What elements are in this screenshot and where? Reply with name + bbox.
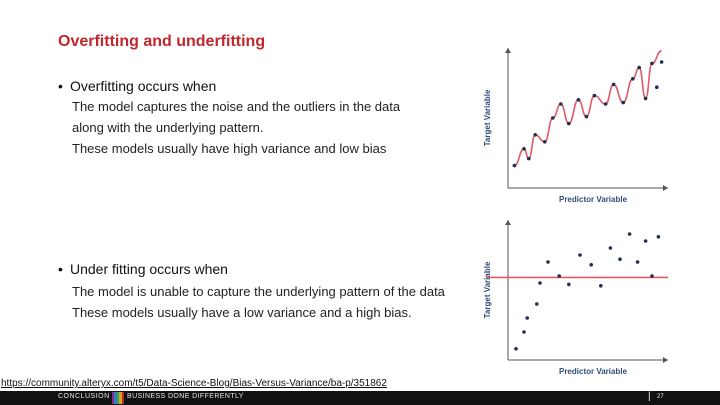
data-point <box>525 316 529 320</box>
brand-stripe <box>112 392 115 404</box>
bullet-icon: • <box>58 78 63 94</box>
data-point <box>631 77 635 81</box>
data-point <box>637 65 641 70</box>
overfit-heading: • Overfitting occurs when <box>58 78 216 94</box>
data-point <box>578 253 582 257</box>
underfit-chart: Predictor Variable Target Variable <box>483 220 668 376</box>
data-point <box>559 102 563 106</box>
data-point <box>621 100 625 105</box>
data-point <box>589 263 593 267</box>
source-link[interactable]: https://community.alteryx.com/t5/Data-Sc… <box>1 378 387 389</box>
data-point <box>635 260 640 264</box>
y-axis-arrow-icon <box>505 48 511 53</box>
slide-title: Overfitting and underfitting <box>58 33 266 50</box>
brand-stripe <box>121 392 125 404</box>
overfit-line: along with the underlying pattern. <box>72 120 264 135</box>
data-point <box>522 147 526 151</box>
data-point <box>576 98 581 102</box>
overfit-line: These models usually have high variance … <box>72 141 387 156</box>
data-point <box>656 235 661 239</box>
brand-stripes-icon <box>112 392 125 404</box>
data-point <box>533 133 537 137</box>
brand-stripe <box>119 392 122 404</box>
data-point <box>592 93 597 98</box>
data-point <box>584 114 589 119</box>
bullet-icon: • <box>58 261 63 277</box>
data-point <box>514 347 518 351</box>
footer-separator: | <box>648 391 651 402</box>
x-axis-arrow-icon <box>663 185 668 191</box>
x-axis-arrow-icon <box>663 357 668 363</box>
underfit-line: These models usually have a low variance… <box>72 305 412 320</box>
data-point <box>546 260 550 264</box>
data-point <box>659 60 664 64</box>
underfit-line: The model is unable to capture the under… <box>72 284 445 299</box>
overfit-line: The model captures the noise and the out… <box>72 99 401 114</box>
data-point <box>522 330 526 334</box>
brand-stripe <box>114 392 117 404</box>
data-point <box>599 284 603 288</box>
underfit-heading: • Under fitting occurs when <box>58 261 228 277</box>
data-point <box>650 61 654 66</box>
data-point <box>538 281 542 285</box>
data-point <box>567 121 571 126</box>
y-axis-label: Target Variable <box>483 89 492 146</box>
overfit-chart: Predictor Variable Target Variable <box>483 48 668 204</box>
y-axis-label: Target Variable <box>483 261 492 318</box>
data-point <box>650 274 654 278</box>
brand-stripe <box>116 392 120 404</box>
y-axis-arrow-icon <box>505 220 511 225</box>
page-number: 27 <box>657 394 664 400</box>
data-point <box>643 96 648 101</box>
data-point <box>557 274 561 278</box>
x-axis-label: Predictor Variable <box>559 367 628 376</box>
footer-bar: CONCLUSION BUSINESS DONE DIFFERENTLY | 2… <box>0 391 720 405</box>
data-point <box>543 140 547 144</box>
overfit-heading-text: Overfitting occurs when <box>70 78 217 94</box>
data-point <box>655 85 659 89</box>
footer-tagline: BUSINESS DONE DIFFERENTLY <box>127 393 244 400</box>
footer-brand: CONCLUSION <box>58 393 110 400</box>
data-point <box>618 257 622 261</box>
data-point <box>603 102 608 106</box>
x-axis-label: Predictor Variable <box>559 195 628 204</box>
data-point <box>527 156 531 161</box>
underfit-heading-text: Under fitting occurs when <box>70 261 228 277</box>
data-point <box>512 163 517 168</box>
data-point <box>608 246 613 250</box>
data-point <box>551 116 555 120</box>
data-point <box>567 282 571 287</box>
data-point <box>643 239 648 243</box>
data-point <box>611 82 616 87</box>
data-point <box>535 302 539 306</box>
data-point <box>627 232 632 236</box>
